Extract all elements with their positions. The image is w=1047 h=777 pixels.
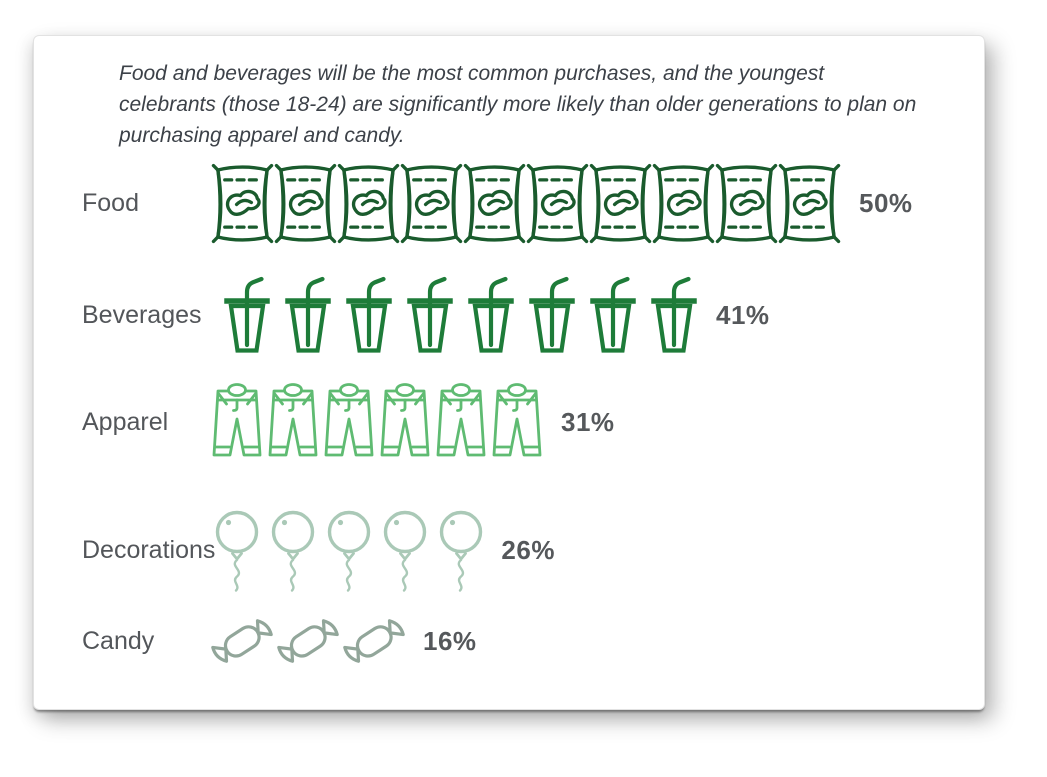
- drink-cup-icon: [406, 276, 454, 354]
- pants-icon: [267, 381, 319, 463]
- chip-bag-icon: [715, 163, 778, 243]
- chip-bag-icon: [652, 163, 715, 243]
- chart-card: Food and beverages will be the most comm…: [33, 35, 985, 710]
- chip-bag-icon: [337, 163, 400, 243]
- chart-row-food: Food: [34, 163, 984, 243]
- balloon-icon: [327, 507, 371, 593]
- chip-bag-icon: [463, 163, 526, 243]
- pictograph-rows: Food: [34, 163, 984, 673]
- icon-row: [215, 507, 483, 593]
- chart-row-beverages: Beverages: [34, 275, 984, 355]
- drink-cup-icon: [467, 276, 515, 354]
- pants-icon: [491, 381, 543, 463]
- drink-cup-icon: [284, 276, 332, 354]
- row-percent: 26%: [501, 534, 555, 565]
- row-percent: 31%: [561, 406, 615, 437]
- row-label: Beverages: [82, 300, 202, 329]
- balloon-icon: [439, 507, 483, 593]
- chart-title-line: purchasing apparel and candy.: [119, 124, 405, 147]
- chip-bag-icon: [274, 163, 337, 243]
- chart-row-decorations: Decorations: [34, 507, 984, 593]
- drink-cup-icon: [528, 276, 576, 354]
- chart-row-candy: Candy 16%: [34, 609, 984, 673]
- chart-title-line: Food and beverages will be the most comm…: [119, 62, 825, 85]
- chip-bag-icon: [778, 163, 841, 243]
- balloon-icon: [215, 507, 259, 593]
- chip-bag-icon: [400, 163, 463, 243]
- icon-row: [211, 610, 405, 672]
- row-percent: 50%: [859, 187, 913, 218]
- icon-row: [223, 276, 698, 354]
- drink-cup-icon: [223, 276, 271, 354]
- icon-row: [211, 381, 543, 463]
- balloon-icon: [271, 507, 315, 593]
- pants-icon: [379, 381, 431, 463]
- chart-title: Food and beverages will be the most comm…: [119, 58, 924, 151]
- candy-icon: [277, 610, 339, 672]
- candy-icon: [211, 610, 273, 672]
- chip-bag-icon: [211, 163, 274, 243]
- drink-cup-icon: [650, 276, 698, 354]
- chip-bag-icon: [589, 163, 652, 243]
- row-percent: 41%: [716, 299, 770, 330]
- row-label: Decorations: [82, 535, 216, 564]
- candy-icon: [343, 610, 405, 672]
- pants-icon: [211, 381, 263, 463]
- row-label: Candy: [82, 626, 155, 655]
- drink-cup-icon: [589, 276, 637, 354]
- chart-title-line: celebrants (those 18-24) are significant…: [119, 93, 917, 116]
- chip-bag-icon: [526, 163, 589, 243]
- row-label: Apparel: [82, 407, 169, 436]
- pants-icon: [435, 381, 487, 463]
- pants-icon: [323, 381, 375, 463]
- icon-row: [211, 163, 841, 243]
- drink-cup-icon: [345, 276, 393, 354]
- row-label: Food: [82, 188, 139, 217]
- chart-row-apparel: Apparel: [34, 381, 984, 463]
- balloon-icon: [383, 507, 427, 593]
- row-percent: 16%: [423, 625, 477, 656]
